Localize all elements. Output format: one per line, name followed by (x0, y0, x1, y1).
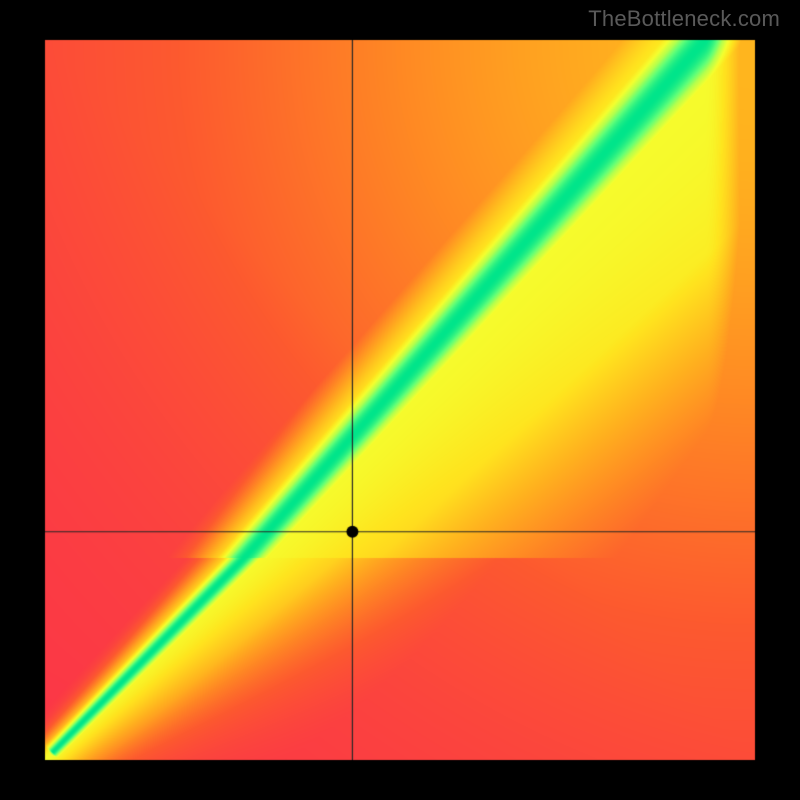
watermark-text: TheBottleneck.com (588, 6, 780, 32)
bottleneck-heatmap (0, 0, 800, 800)
chart-container: TheBottleneck.com (0, 0, 800, 800)
